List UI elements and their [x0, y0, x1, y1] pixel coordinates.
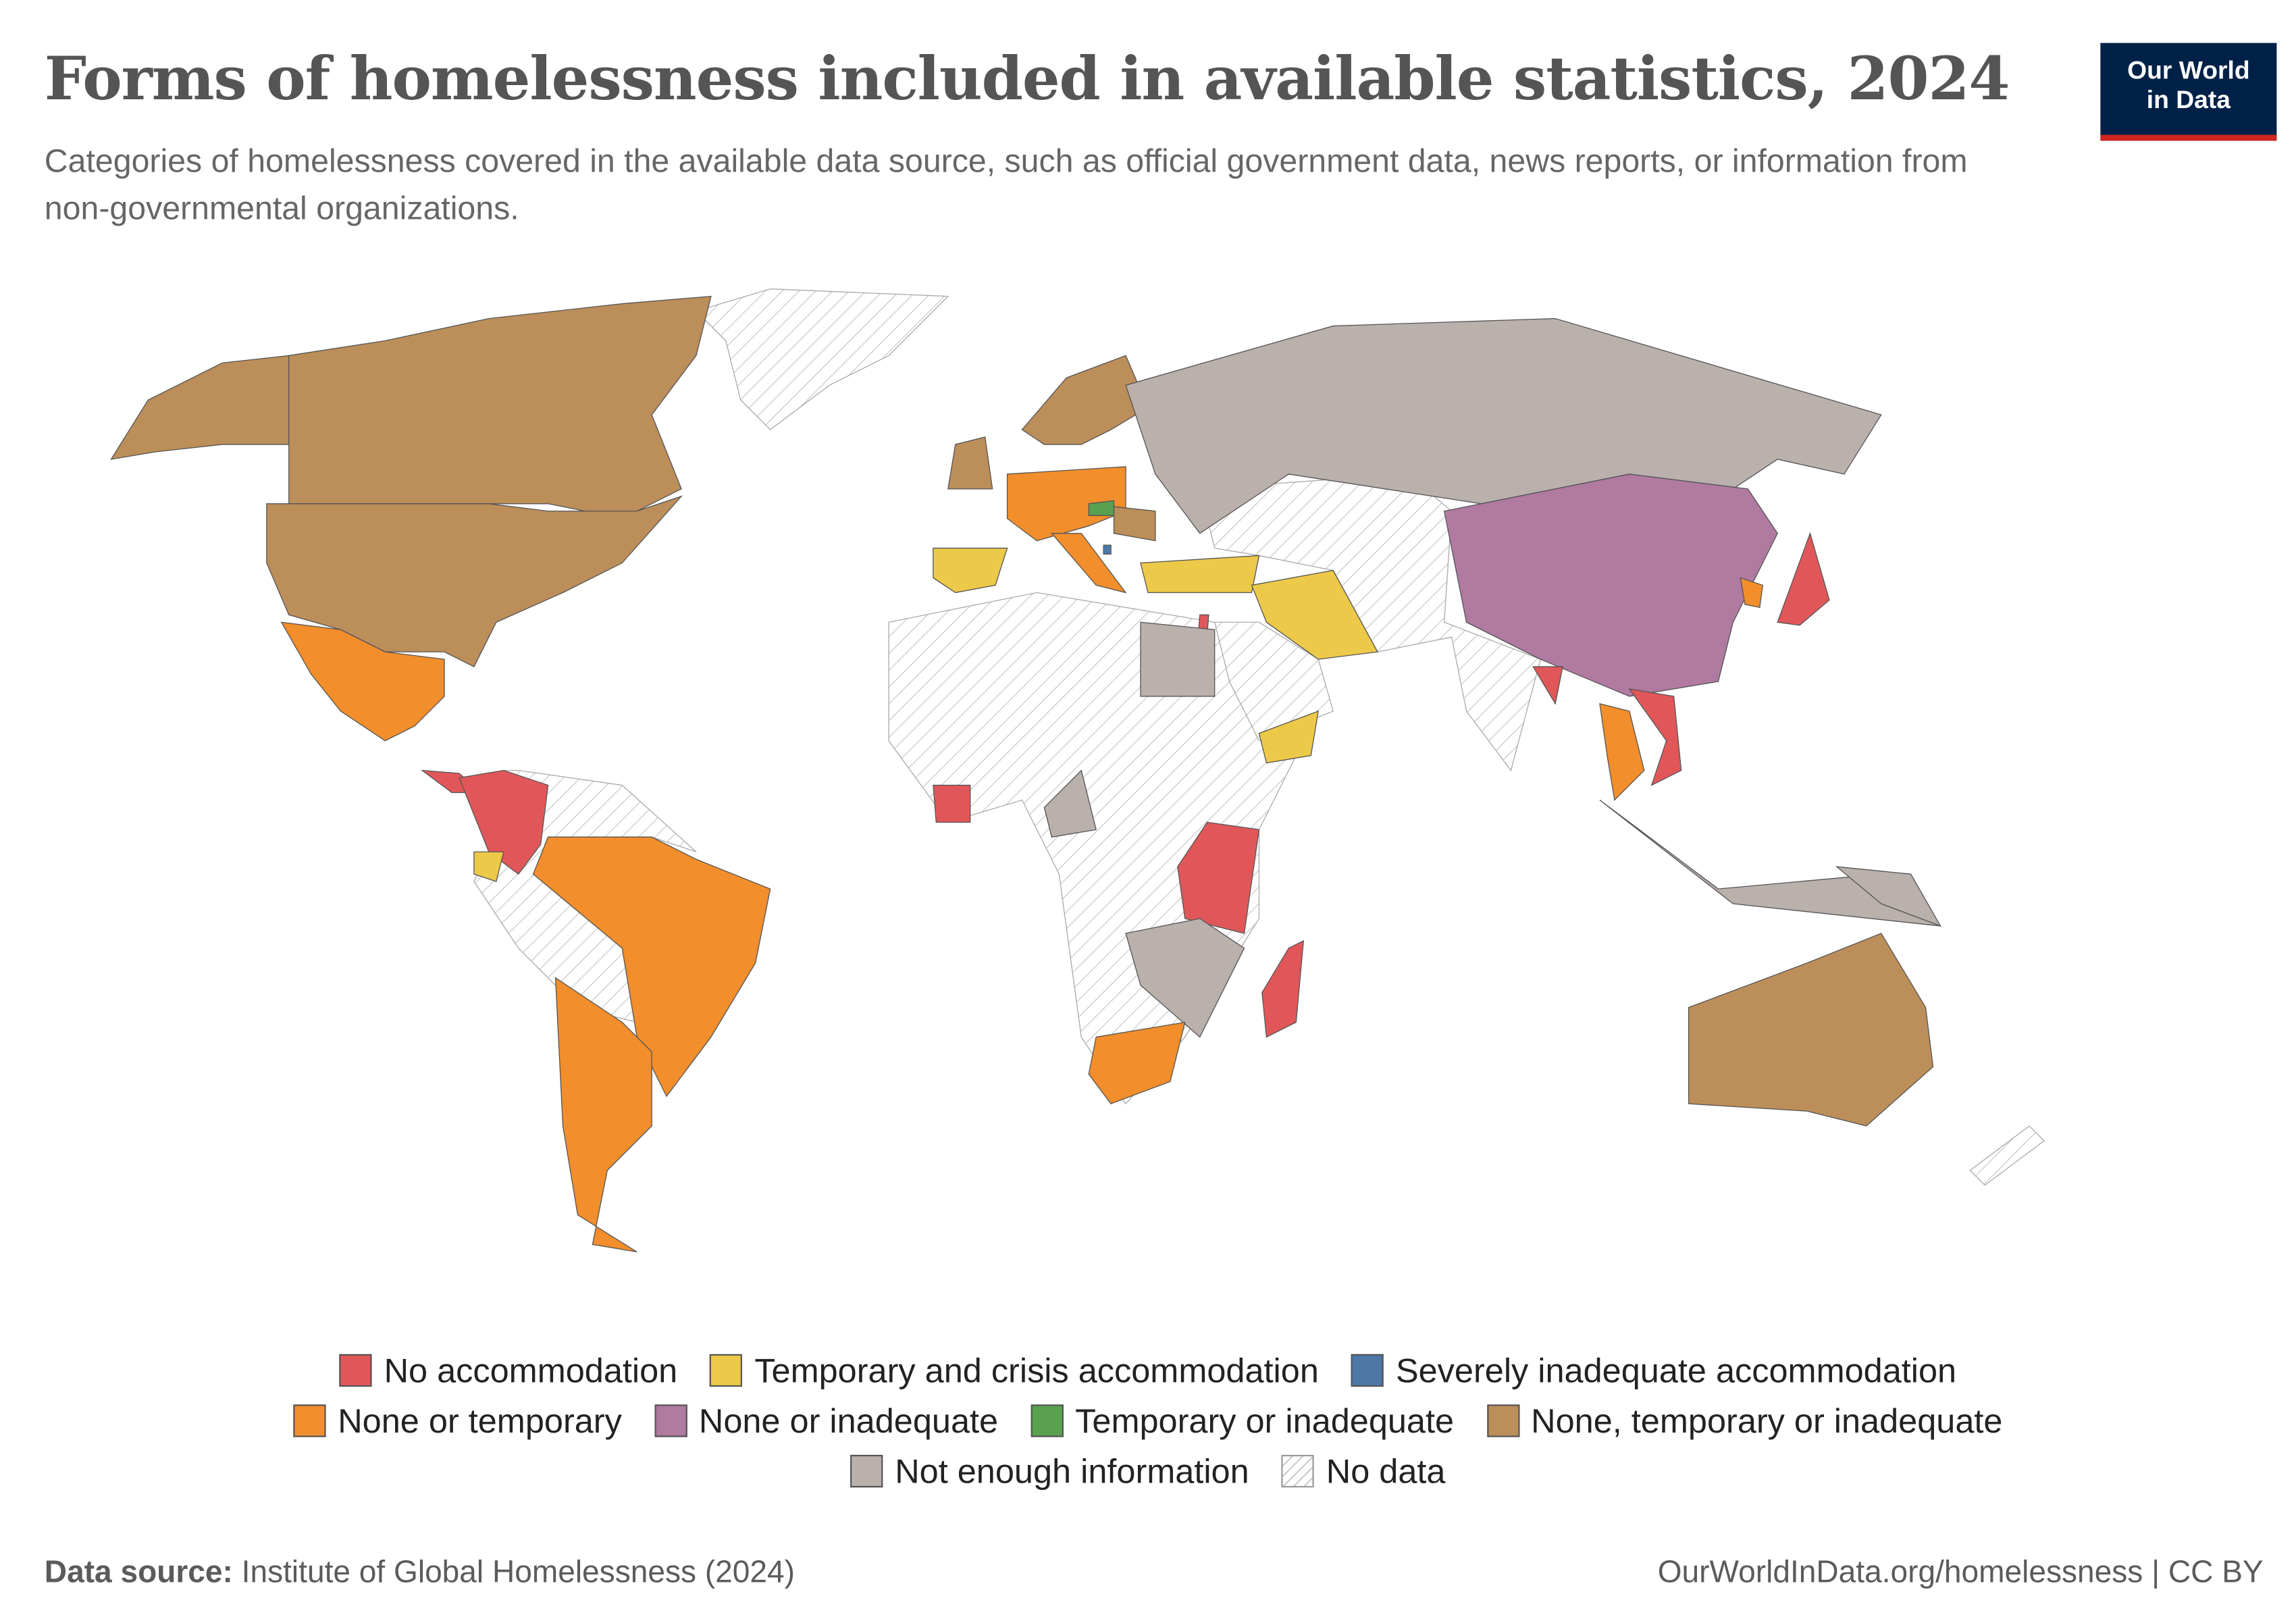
legend-label: Not enough information: [895, 1451, 1249, 1490]
legend-swatch: [293, 1404, 326, 1437]
country-canada[interactable]: [288, 295, 712, 519]
country-myanmar[interactable]: [1532, 666, 1563, 705]
legend-swatch: [1486, 1404, 1519, 1437]
legend-label: Temporary or inadequate: [1075, 1400, 1455, 1439]
country-china[interactable]: [1443, 473, 1778, 697]
legend-label: No accommodation: [384, 1350, 678, 1389]
legend-label: No data: [1326, 1451, 1446, 1490]
country-no-data-arabia[interactable]: [1214, 621, 1334, 742]
country-south-korea[interactable]: [1740, 577, 1763, 609]
country-zambia[interactable]: [1125, 918, 1245, 1038]
legend-swatch: [1351, 1354, 1384, 1387]
country-sweden[interactable]: [1021, 355, 1149, 445]
logo-line-2: in Data: [2146, 86, 2231, 114]
source-label: Data source:: [44, 1555, 233, 1590]
country-spain[interactable]: [933, 547, 1008, 594]
chart-title: Forms of homelessness included in availa…: [44, 44, 2010, 114]
legend-item[interactable]: None or temporary: [293, 1400, 622, 1441]
country-argentina[interactable]: [554, 977, 652, 1253]
legend-label: Severely inadequate accommodation: [1395, 1350, 1957, 1389]
country-no-data-new-zealand[interactable]: [1969, 1125, 2045, 1186]
legend-label: None or temporary: [338, 1400, 622, 1439]
country-brazil[interactable]: [532, 836, 771, 1098]
country-japan[interactable]: [1777, 532, 1830, 626]
legend-item[interactable]: Severely inadequate accommodation: [1351, 1350, 1956, 1390]
data-source: Data source: Institute of Global Homeles…: [45, 1555, 795, 1591]
country-ecuador[interactable]: [473, 851, 504, 882]
legend-swatch: [339, 1354, 373, 1387]
legend-swatch: [1030, 1404, 1064, 1437]
country-turkey[interactable]: [1140, 555, 1260, 594]
country-ivory-coast[interactable]: [933, 784, 971, 823]
legend: No accommodation Temporary and crisis acc…: [0, 1345, 2296, 1497]
country-mexico[interactable]: [280, 621, 445, 742]
country-montenegro[interactable]: [1103, 544, 1112, 555]
logo-line-1: Our World: [2127, 56, 2250, 85]
country-alaska[interactable]: [110, 355, 290, 460]
legend-label: Temporary and crisis accommodation: [754, 1350, 1319, 1389]
country-romania[interactable]: [1113, 506, 1156, 542]
country-united-states[interactable]: [266, 495, 683, 667]
country-australia[interactable]: [1688, 933, 1934, 1127]
country-papua-new-guinea[interactable]: [1835, 866, 1941, 927]
legend-swatch: [654, 1404, 687, 1437]
country-united-kingdom[interactable]: [947, 436, 993, 490]
legend-swatch: [850, 1455, 883, 1488]
source-text: Institute of Global Homelessness (2024): [241, 1555, 795, 1590]
country-italy[interactable]: [1050, 533, 1127, 594]
legend-item[interactable]: Temporary and crisis accommodation: [710, 1350, 1319, 1390]
legend-label: None, temporary or inadequate: [1531, 1400, 2003, 1439]
legend-item[interactable]: Temporary or inadequate: [1030, 1401, 1454, 1441]
country-germany[interactable]: [1006, 466, 1126, 542]
country-madagascar[interactable]: [1261, 940, 1305, 1038]
country-kenya[interactable]: [1177, 821, 1260, 934]
country-thailand[interactable]: [1599, 703, 1645, 801]
country-yemen[interactable]: [1258, 710, 1320, 764]
legend-item[interactable]: None, temporary or inadequate: [1486, 1400, 2003, 1441]
world-map: [110, 288, 2045, 1253]
country-egypt[interactable]: [1140, 621, 1216, 697]
legend-item[interactable]: No data: [1281, 1451, 1446, 1491]
legend-swatch: [1281, 1455, 1315, 1488]
country-south-africa[interactable]: [1088, 1021, 1186, 1104]
country-iran[interactable]: [1251, 569, 1378, 660]
legend-item[interactable]: No accommodation: [339, 1350, 678, 1390]
legend-label: None or inadequate: [698, 1400, 999, 1439]
source-url-link[interactable]: OurWorldInData.org/homelessness | CC BY: [1657, 1555, 2264, 1590]
legend-item[interactable]: None or inadequate: [654, 1401, 998, 1441]
owid-logo[interactable]: Our World in Data: [2100, 43, 2277, 141]
country-hungary[interactable]: [1088, 500, 1115, 516]
country-no-data-greenland[interactable]: [695, 288, 949, 430]
country-vietnam[interactable]: [1628, 688, 1682, 786]
legend-item[interactable]: Not enough information: [850, 1451, 1249, 1491]
country-dr-congo[interactable]: [1043, 769, 1097, 838]
legend-swatch: [710, 1354, 743, 1387]
chart-subtitle: Categories of homelessness covered in th…: [44, 142, 1968, 227]
